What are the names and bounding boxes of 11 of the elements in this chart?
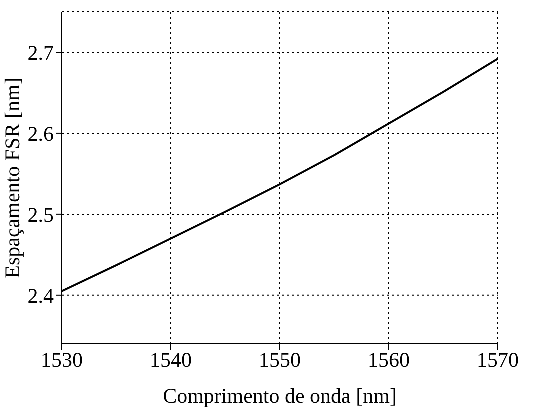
- x-tick-label: 1550: [259, 348, 301, 372]
- y-tick-label: 2.6: [28, 122, 54, 146]
- y-tick-label: 2.4: [28, 284, 54, 308]
- x-tick-label: 1540: [150, 348, 192, 372]
- x-tick-label: 1560: [368, 348, 410, 372]
- y-tick-label: 2.7: [28, 40, 54, 65]
- x-tick-label: 1570: [477, 348, 519, 372]
- x-axis-title: Comprimento de onda [nm]: [163, 384, 397, 408]
- y-axis-title: Espaçamento FSR [nm]: [0, 78, 24, 278]
- y-tick-label: 2.5: [28, 202, 54, 227]
- x-tick-label: 1530: [41, 348, 83, 372]
